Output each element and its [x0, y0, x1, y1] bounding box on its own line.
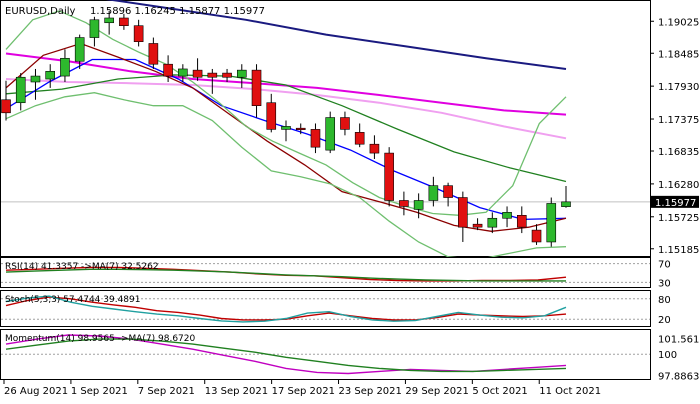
candle-body: [561, 201, 571, 207]
momentum-y-tick-label: 101.5616: [658, 334, 700, 345]
candle-body: [222, 72, 232, 78]
candle-body: [119, 17, 129, 27]
candle-body: [163, 63, 173, 77]
candle-body: [251, 69, 262, 106]
momentum-series-line: [5, 338, 567, 373]
candle-body: [15, 76, 26, 104]
price-overlay-line: [5, 74, 567, 183]
candle-body: [30, 75, 41, 83]
candle-body: [60, 57, 70, 77]
candle-body: [74, 37, 85, 62]
momentum-title: Momentum(14) 98.9565 ->MA(7) 98.6720: [5, 334, 196, 344]
candle-body: [295, 127, 306, 131]
x-tick-label: 26 Aug 2021: [4, 386, 68, 397]
x-tick-label: 7 Sep 2021: [138, 386, 195, 397]
stoch-y-tick-label: 20: [658, 315, 671, 326]
last-price-label: 1.15977: [655, 198, 696, 209]
price-overlay-line: [5, 10, 567, 216]
momentum-y-tick-label: 100: [658, 350, 677, 361]
momentum-y-tick-label: 97.8863: [658, 372, 699, 383]
candle-body: [413, 200, 424, 210]
candle-body: [148, 43, 159, 65]
price-y-tick-label: 1.17375: [658, 115, 699, 126]
rsi-y-tick-label: 70: [658, 260, 671, 271]
price-overlay-line: [5, 42, 567, 232]
candle-body: [310, 129, 321, 148]
x-tick-label: 23 Sep 2021: [339, 386, 402, 397]
price-y-tick-label: 1.15185: [658, 245, 699, 256]
candle-body: [192, 69, 203, 78]
stoch-series-line: [5, 295, 567, 323]
candle-body: [546, 203, 557, 243]
price-y-tick-label: 1.16835: [658, 147, 699, 158]
candle-body: [45, 71, 56, 80]
candle-body: [369, 143, 380, 154]
candle-body: [236, 69, 247, 78]
candle-body: [428, 185, 439, 201]
candle-body: [89, 19, 100, 38]
candle-body: [340, 117, 350, 130]
x-tick-label: 11 Oct 2021: [539, 386, 601, 397]
rsi-y-tick-label: 30: [658, 278, 671, 289]
x-tick-label: 1 Sep 2021: [71, 386, 128, 397]
x-tick-label: 17 Sep 2021: [272, 386, 335, 397]
stoch-title: Stoch(5,3,3) 57.4744 39.4891: [5, 295, 140, 305]
last-price-tag: [651, 195, 699, 208]
candle-body: [487, 217, 498, 228]
price-y-tick-label: 1.15725: [658, 213, 699, 224]
price-overlay-line: [105, 0, 567, 70]
price-y-tick-label: 1.16280: [658, 180, 699, 191]
candle-body: [281, 126, 291, 130]
candle-body: [266, 102, 277, 130]
price-y-tick-label: 1.17930: [658, 82, 699, 93]
x-tick-label: 13 Sep 2021: [205, 386, 268, 397]
candle-body: [1, 99, 11, 114]
candle-body: [207, 72, 218, 78]
x-tick-label: 5 Oct 2021: [472, 386, 527, 397]
rsi-series-line: [5, 268, 566, 282]
candle-body: [104, 17, 114, 24]
x-tick-label: 29 Sep 2021: [405, 386, 468, 397]
candle-body: [443, 185, 453, 198]
candle-body: [458, 197, 468, 228]
candle-body: [472, 223, 483, 228]
price-chart-title: EURUSD,Daily: [5, 6, 76, 17]
candle-body: [516, 215, 527, 228]
price-y-tick-label: 1.19025: [658, 17, 699, 28]
price-ohlc-readout: 1.15896 1.16245 1.15877 1.15977: [90, 6, 265, 17]
candle-body: [384, 152, 394, 201]
candle-body: [531, 229, 542, 243]
candle-body: [354, 132, 365, 145]
candle-body: [502, 212, 512, 219]
candle-body: [325, 117, 336, 151]
candle-body: [178, 68, 188, 77]
candle-body: [399, 200, 409, 207]
price-y-tick-label: 1.18485: [658, 49, 699, 60]
stoch-y-tick-label: 80: [658, 295, 671, 306]
rsi-title: RSI(14) 41.3357 ->MA(7) 32.5262: [5, 262, 159, 272]
candle-body: [133, 25, 144, 42]
